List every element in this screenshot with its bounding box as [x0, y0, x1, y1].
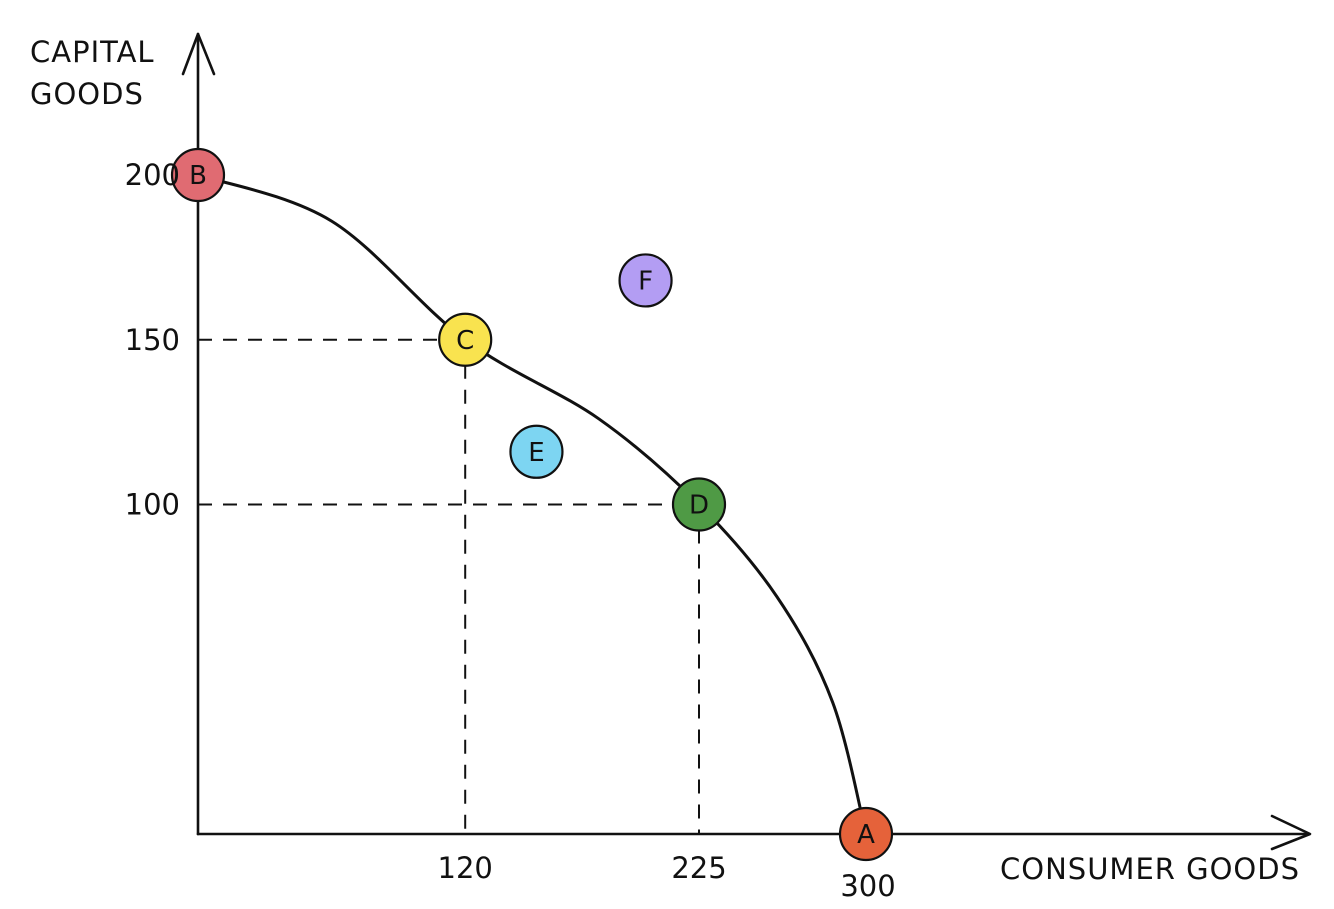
- point-c: C: [438, 312, 493, 367]
- axes: [181, 32, 1312, 851]
- point-label-e: E: [528, 438, 544, 468]
- x-axis-title-line: CONSUMER GOODS: [1000, 852, 1300, 886]
- tick-labels: 200 150 100 120 225 300: [125, 158, 896, 903]
- point-marker-f: [618, 253, 673, 308]
- guides-layer: [198, 338, 700, 834]
- point-marker-d: [671, 477, 727, 532]
- point-marker-b: [170, 147, 226, 203]
- x-tick-label: 225: [671, 851, 726, 885]
- point-b: B: [170, 147, 226, 203]
- x-tick-label: 300: [840, 869, 895, 903]
- point-label-a: A: [857, 820, 875, 850]
- point-f: F: [618, 253, 673, 308]
- axis-titles: CAPITAL GOODS CONSUMER GOODS: [30, 35, 1300, 886]
- y-tick-label: 200: [125, 158, 180, 192]
- ppf-curve: [197, 173, 868, 835]
- point-label-f: F: [638, 266, 653, 296]
- y-axis-title-line: GOODS: [30, 77, 144, 111]
- point-marker-c: [438, 312, 493, 367]
- point-label-b: B: [189, 161, 207, 191]
- point-e: E: [509, 424, 564, 479]
- curve-layer: [197, 173, 868, 835]
- points-layer: A B C D E F: [170, 147, 894, 862]
- point-a: A: [838, 806, 894, 862]
- point-label-c: C: [456, 326, 474, 356]
- point-marker-a: [838, 806, 894, 862]
- y-axis-title-line: CAPITAL: [30, 35, 155, 69]
- point-label-d: D: [689, 491, 709, 521]
- y-tick-label: 100: [125, 488, 180, 522]
- x-axis-arrowhead: [1270, 814, 1312, 851]
- y-axis-arrowhead: [181, 32, 216, 76]
- y-tick-label: 150: [125, 323, 180, 357]
- point-d: D: [671, 477, 727, 532]
- x-tick-label: 120: [438, 851, 493, 885]
- point-marker-e: [509, 424, 564, 479]
